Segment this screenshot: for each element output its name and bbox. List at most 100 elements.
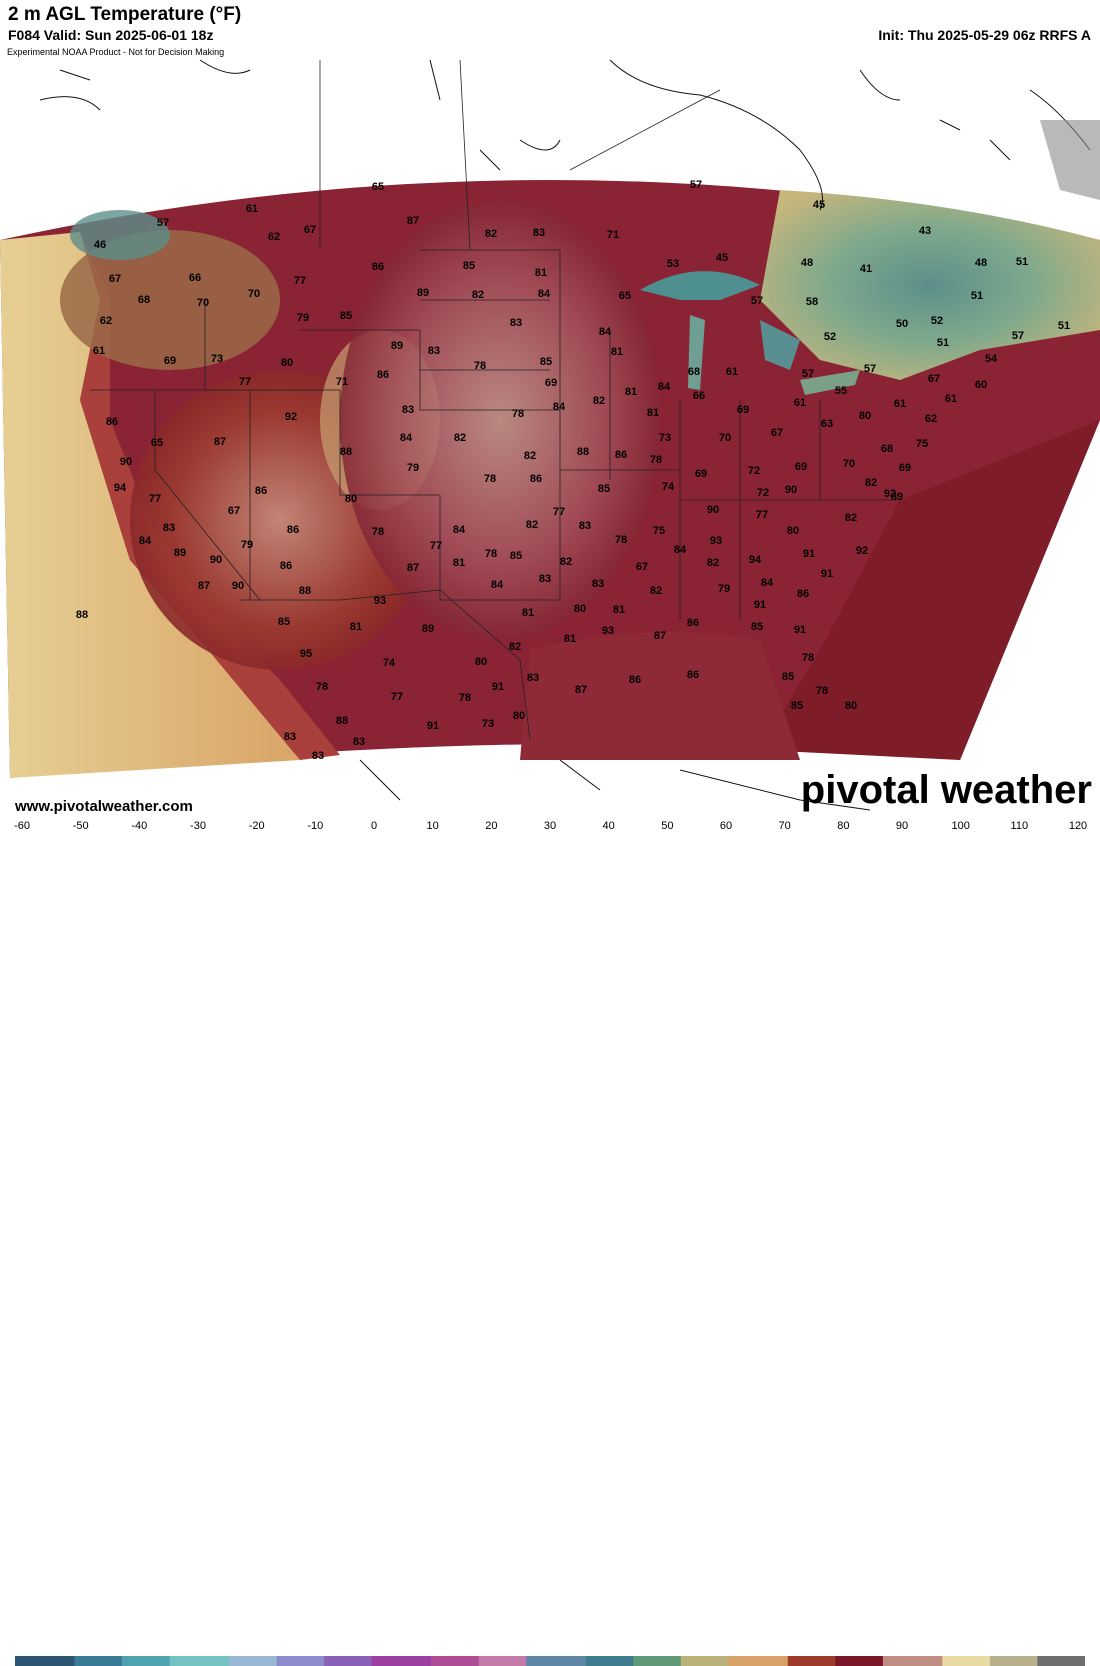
temperature-label: 62 <box>268 231 280 243</box>
color-scale-swatch <box>336 1656 349 1666</box>
color-scale-tick: 20 <box>485 820 498 832</box>
temperature-label: 88 <box>336 715 348 727</box>
temperature-label: 83 <box>312 750 324 762</box>
temperature-label: 75 <box>653 525 665 537</box>
color-scale-tick: -30 <box>190 820 206 832</box>
color-scale-swatch <box>787 1656 801 1666</box>
temperature-label: 86 <box>530 473 542 485</box>
temperature-label: 82 <box>560 556 572 568</box>
temperature-label: 85 <box>540 356 552 368</box>
temperature-label: 52 <box>931 315 943 327</box>
temperature-label: 84 <box>491 579 504 591</box>
temperature-label: 84 <box>453 524 466 536</box>
color-scale-swatch <box>716 1656 729 1666</box>
temperature-label: 68 <box>688 366 700 378</box>
color-scale-tick: 110 <box>1010 820 1029 832</box>
temperature-label: 85 <box>751 621 763 633</box>
color-scale-swatch <box>538 1656 551 1666</box>
color-scale-swatch <box>573 1656 587 1666</box>
temperature-label: 70 <box>843 458 855 470</box>
great-plains <box>340 200 660 640</box>
color-scale-swatch <box>811 1656 824 1666</box>
temperature-label: 91 <box>754 599 766 611</box>
temperature-label: 82 <box>526 519 538 531</box>
temperature-label: 66 <box>189 272 201 284</box>
temperature-label: 91 <box>803 548 815 560</box>
color-scale-swatch <box>193 1656 206 1666</box>
color-scale-tick: 120 <box>1068 820 1088 832</box>
gulf-of-mexico <box>520 632 800 760</box>
temperature-label: 83 <box>533 227 545 239</box>
color-scale-tick: 60 <box>719 820 733 832</box>
temperature-label: 77 <box>294 275 306 287</box>
temperature-label: 77 <box>239 376 251 388</box>
temperature-label: 79 <box>297 312 309 324</box>
color-scale-swatch <box>264 1656 278 1666</box>
temperature-label: 61 <box>726 366 738 378</box>
temperature-label: 84 <box>400 432 413 444</box>
temperature-label: 78 <box>459 692 471 704</box>
temperature-label: 72 <box>757 487 769 499</box>
color-scale-swatch <box>918 1656 931 1666</box>
temperature-label: 74 <box>662 481 675 493</box>
color-scale-swatch <box>514 1656 527 1666</box>
temperature-label: 62 <box>925 413 937 425</box>
temperature-label: 86 <box>629 674 641 686</box>
temperature-label: 57 <box>864 363 876 375</box>
temperature-label: 86 <box>687 669 699 681</box>
temperature-label: 61 <box>794 397 806 409</box>
color-scale-swatch <box>133 1656 147 1666</box>
color-scale-swatch <box>502 1656 515 1666</box>
cascades <box>70 210 170 260</box>
temperature-label: 85 <box>463 260 475 272</box>
lake-michigan <box>688 315 705 390</box>
color-scale-swatch <box>1073 1656 1085 1666</box>
color-scale-swatch <box>609 1656 622 1666</box>
temperature-label: 57 <box>751 295 763 307</box>
temperature-label: 91 <box>492 681 504 693</box>
temperature-label: 61 <box>894 398 906 410</box>
temperature-label: 81 <box>611 346 623 358</box>
temperature-label: 82 <box>865 477 877 489</box>
color-scale-swatch <box>704 1656 717 1666</box>
boundary-lines <box>90 59 900 741</box>
color-scale-tick: 90 <box>895 820 909 832</box>
temperature-label: 82 <box>472 289 484 301</box>
temperature-label: 51 <box>1016 256 1028 268</box>
color-scale-swatch <box>157 1656 171 1666</box>
color-scale-swatch <box>205 1656 218 1666</box>
init-time: Init: Thu 2025-05-29 06z RRFS A <box>878 27 1091 43</box>
temperature-label: 70 <box>248 288 260 300</box>
temperature-label: 69 <box>164 355 176 367</box>
temperature-label: 80 <box>845 700 857 712</box>
color-scale-swatch <box>692 1656 706 1666</box>
temperature-label: 57 <box>157 217 169 229</box>
color-scale-swatch <box>550 1656 563 1666</box>
temperature-label: 78 <box>802 652 814 664</box>
color-scale-swatch <box>431 1656 444 1666</box>
temperature-label: 86 <box>797 588 809 600</box>
temperature-label: 81 <box>453 557 465 569</box>
temperature-label: 83 <box>592 578 604 590</box>
temperature-label: 90 <box>210 554 222 566</box>
color-scale-tick: 100 <box>951 820 970 832</box>
temperature-label: 60 <box>975 379 987 391</box>
temperature-label: 79 <box>718 583 730 595</box>
temperature-label: 61 <box>945 393 957 405</box>
temperature-label: 69 <box>545 377 557 389</box>
color-scale-swatch <box>62 1656 75 1666</box>
temperature-label: 51 <box>1058 320 1070 332</box>
color-scale-swatch <box>585 1656 599 1666</box>
temperature-label: 83 <box>579 520 591 532</box>
temperature-label: 69 <box>695 468 707 480</box>
temperature-label: 71 <box>607 229 619 241</box>
color-scale-swatch <box>169 1656 182 1666</box>
color-scale-swatch <box>1049 1656 1062 1666</box>
temperature-label: 87 <box>407 562 419 574</box>
temperature-label: 87 <box>198 580 210 592</box>
temperature-label: 89 <box>891 491 903 503</box>
temperature-label: 66 <box>693 390 705 402</box>
temperature-label: 57 <box>802 368 814 380</box>
color-scale-swatch <box>1037 1656 1050 1666</box>
